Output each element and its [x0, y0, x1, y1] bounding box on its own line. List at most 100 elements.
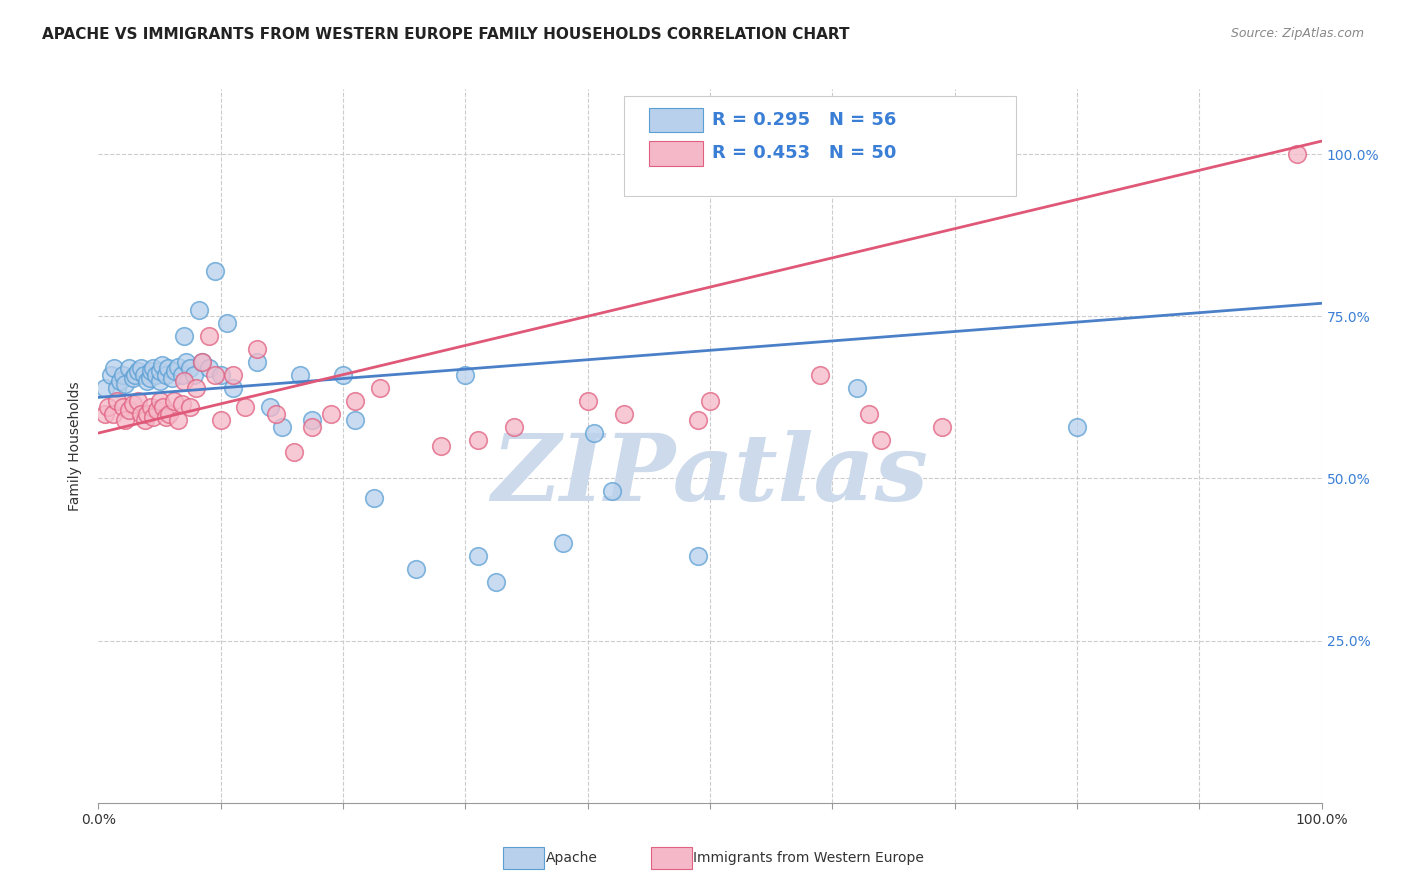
Point	[160, 371, 183, 385]
Point	[176, 354, 198, 368]
Point	[93, 407, 115, 421]
Point	[259, 400, 281, 414]
Text: R = 0.295   N = 56: R = 0.295 N = 56	[713, 111, 897, 128]
Point	[613, 407, 636, 421]
Point	[264, 407, 287, 421]
Point	[124, 368, 146, 382]
Point	[111, 368, 134, 382]
Point	[191, 354, 214, 368]
Point	[105, 393, 128, 408]
Point	[139, 364, 162, 378]
Point	[430, 439, 453, 453]
Point	[114, 377, 136, 392]
Point	[146, 403, 169, 417]
Point	[132, 368, 155, 382]
Point	[485, 575, 508, 590]
Point	[699, 393, 721, 408]
Point	[157, 407, 180, 421]
Point	[686, 549, 709, 564]
Point	[246, 342, 269, 356]
Point	[808, 368, 831, 382]
Point	[145, 368, 167, 382]
Point	[170, 368, 193, 382]
Point	[139, 371, 162, 385]
Point	[301, 419, 323, 434]
Point	[332, 368, 354, 382]
Point	[270, 419, 294, 434]
Point	[931, 419, 953, 434]
Point	[103, 361, 125, 376]
Point	[179, 361, 201, 376]
Point	[209, 368, 232, 382]
Point	[136, 407, 159, 421]
Point	[363, 491, 385, 505]
Point	[142, 361, 165, 376]
Point	[467, 549, 489, 564]
Point	[222, 368, 245, 382]
Point	[283, 445, 305, 459]
Point	[197, 328, 219, 343]
Point	[134, 413, 156, 427]
Point	[105, 381, 128, 395]
Point	[100, 368, 122, 382]
Point	[127, 364, 149, 378]
Point	[1066, 419, 1088, 434]
Point	[139, 400, 162, 414]
Point	[845, 381, 868, 395]
Text: Apache: Apache	[546, 851, 598, 865]
Point	[290, 368, 312, 382]
Point	[301, 413, 323, 427]
Point	[600, 484, 623, 499]
Point	[129, 407, 152, 421]
Point	[576, 393, 599, 408]
Point	[111, 400, 134, 414]
Point	[553, 536, 575, 550]
Point	[165, 364, 187, 378]
Point	[110, 374, 132, 388]
Point	[152, 400, 174, 414]
Point	[454, 368, 477, 382]
Point	[503, 419, 526, 434]
FancyBboxPatch shape	[624, 96, 1015, 196]
Point	[136, 374, 159, 388]
Point	[246, 354, 269, 368]
Point	[1286, 147, 1309, 161]
Point	[127, 393, 149, 408]
Point	[149, 364, 172, 378]
Text: APACHE VS IMMIGRANTS FROM WESTERN EUROPE FAMILY HOUSEHOLDS CORRELATION CHART: APACHE VS IMMIGRANTS FROM WESTERN EUROPE…	[42, 27, 849, 42]
Point	[167, 413, 190, 427]
Point	[149, 374, 172, 388]
Point	[121, 397, 143, 411]
Point	[233, 400, 256, 414]
Point	[167, 359, 190, 374]
Point	[183, 368, 205, 382]
Text: ZIPatlas: ZIPatlas	[492, 430, 928, 519]
Point	[101, 407, 124, 421]
Point	[142, 409, 165, 424]
Point	[215, 316, 238, 330]
Point	[368, 381, 391, 395]
Point	[186, 381, 208, 395]
Point	[118, 403, 141, 417]
Text: Source: ZipAtlas.com: Source: ZipAtlas.com	[1230, 27, 1364, 40]
Point	[870, 433, 893, 447]
Point	[344, 393, 367, 408]
Point	[155, 368, 177, 382]
Point	[170, 397, 193, 411]
Point	[344, 413, 367, 427]
Text: R = 0.453   N = 50: R = 0.453 N = 50	[713, 145, 897, 162]
FancyBboxPatch shape	[650, 141, 703, 166]
Point	[163, 393, 186, 408]
Point	[157, 361, 180, 376]
Point	[467, 433, 489, 447]
Point	[191, 354, 214, 368]
Point	[582, 425, 605, 440]
Point	[197, 361, 219, 376]
Point	[204, 368, 226, 382]
Point	[405, 562, 427, 576]
Point	[150, 358, 173, 372]
Point	[319, 407, 342, 421]
Point	[173, 374, 195, 388]
Point	[686, 413, 709, 427]
Point	[114, 413, 136, 427]
